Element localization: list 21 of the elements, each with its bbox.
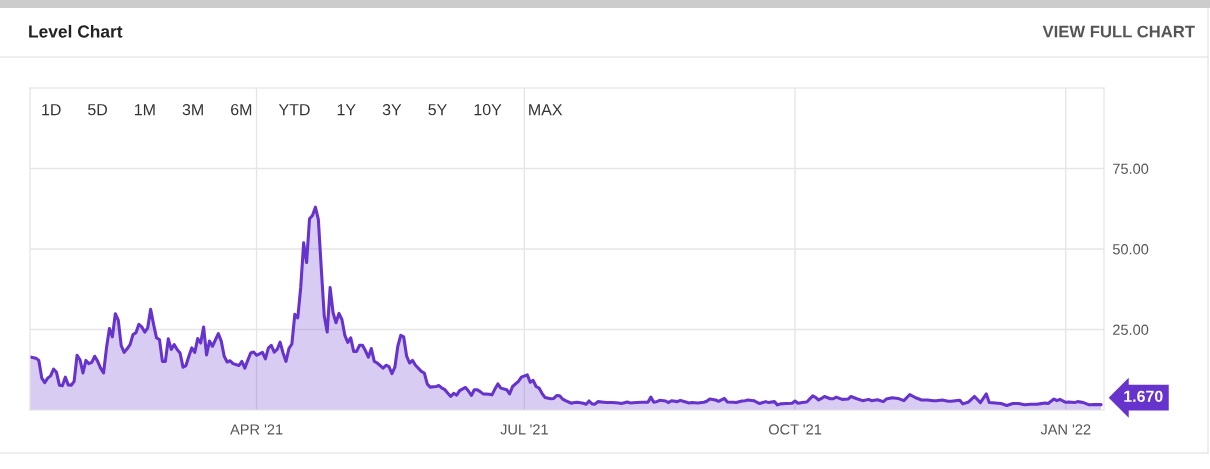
y-tick-label: 50.00	[1112, 244, 1149, 255]
x-tick-label: JAN '22	[1040, 424, 1091, 435]
x-tick-label: OCT '21	[768, 424, 822, 435]
y-tick-label: 25.00	[1113, 324, 1149, 335]
x-tick-label: JUL '21	[500, 424, 548, 435]
annotation: 1D	[42, 104, 61, 116]
annotation: 1M	[134, 104, 155, 116]
annotation: 5D	[88, 104, 108, 116]
annotation: 3Y	[382, 103, 402, 116]
annotation: 5Y	[428, 104, 447, 116]
chart-title: Level Chart	[29, 24, 123, 38]
text: VIEW FULL CHART	[1042, 25, 1195, 38]
annotation: 1Y	[337, 104, 356, 116]
annotation: MAX	[529, 104, 563, 116]
annotation: 3M	[182, 103, 203, 116]
annotation: YTD	[278, 104, 310, 116]
y-tick-label: 75.00	[1113, 163, 1149, 174]
annotation: 1.670	[1124, 390, 1163, 402]
x-tick-label: APR '21	[230, 424, 283, 435]
annotation: 6M	[231, 103, 252, 116]
annotation: 10Y	[474, 103, 502, 116]
